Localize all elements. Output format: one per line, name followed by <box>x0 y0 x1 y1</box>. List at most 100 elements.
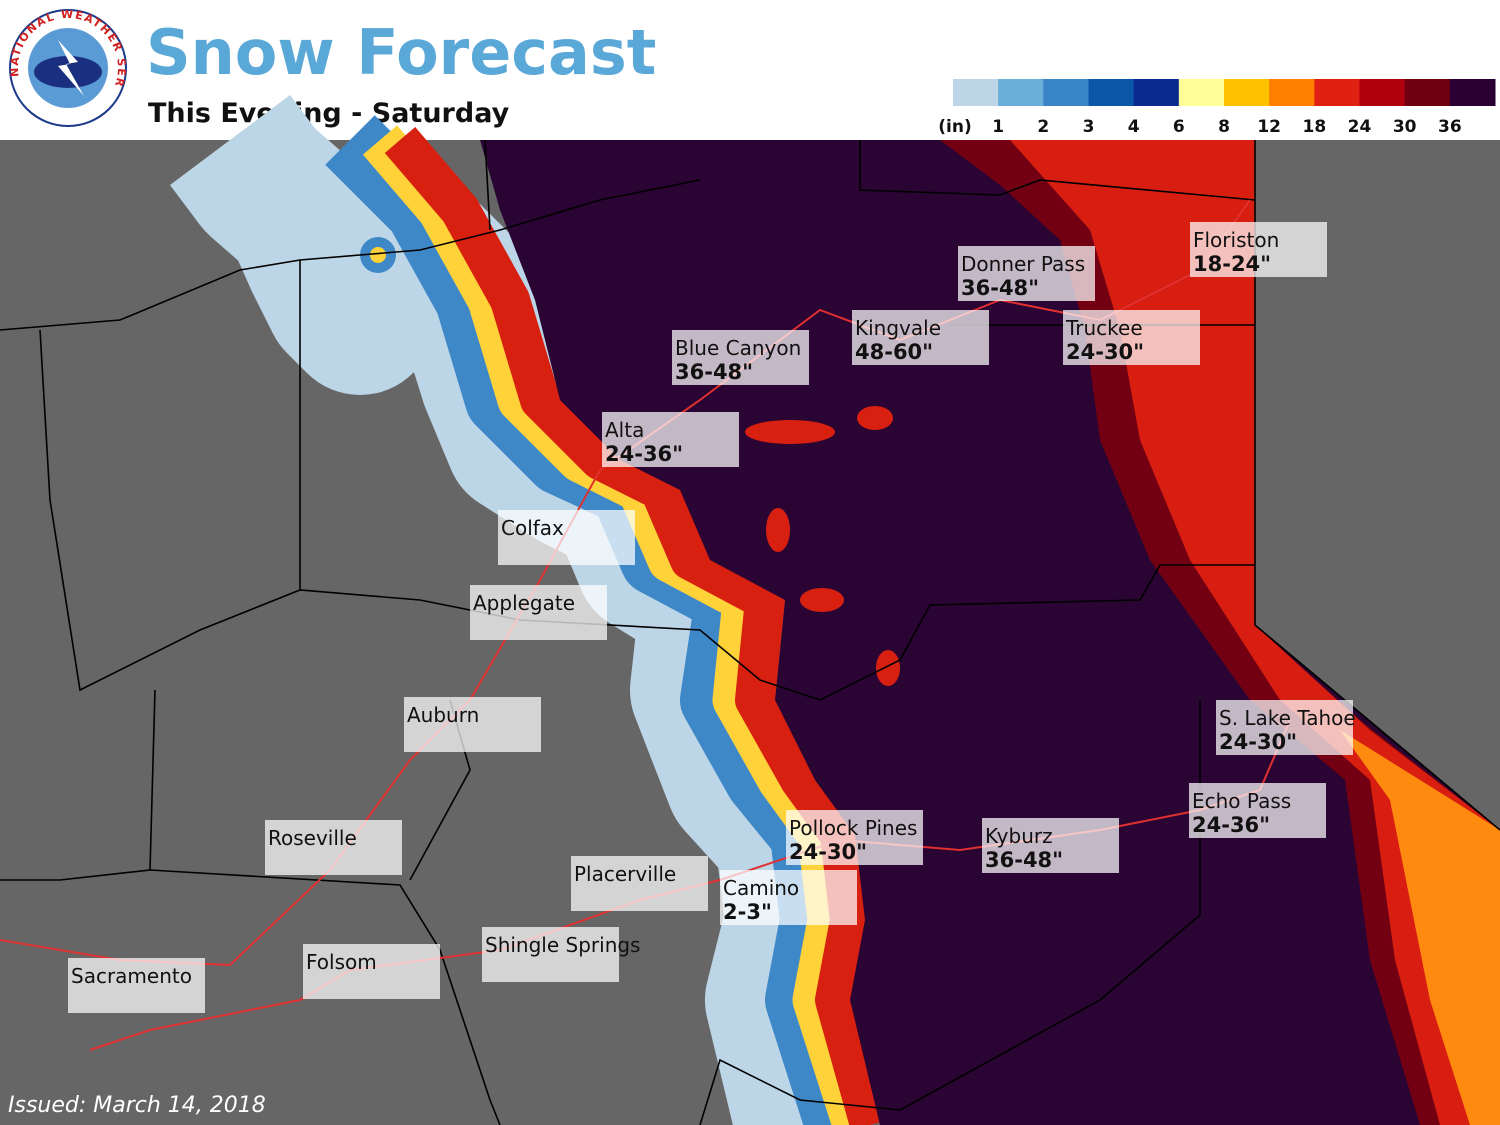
label-box <box>1189 783 1326 838</box>
legend-tick-label: 24 <box>1348 117 1372 137</box>
label-box <box>1216 700 1353 755</box>
label-box <box>602 412 739 467</box>
place-name: Donner Pass <box>961 252 1085 276</box>
place-name: Truckee <box>1065 316 1143 340</box>
label-box <box>958 246 1095 301</box>
label-box <box>404 697 541 752</box>
place-label: Shingle Springs <box>482 927 640 982</box>
place-label: Applegate <box>470 585 607 640</box>
label-box <box>672 330 809 385</box>
county-lines <box>0 139 1500 1125</box>
legend-tick-label: 3 <box>1083 117 1095 137</box>
map-area <box>0 95 1500 1125</box>
legend-swatch <box>1178 79 1225 106</box>
place-name: Alta <box>605 418 644 442</box>
legend-tick-label: 2 <box>1037 117 1049 137</box>
place-name: Kyburz <box>985 824 1053 848</box>
legend-swatch <box>1043 79 1089 106</box>
label-box <box>68 958 205 1013</box>
legend: (in) 1 2 3 4 6 8 12 18 24 30 36 <box>938 79 1496 137</box>
place-name: Sacramento <box>71 964 192 988</box>
snow-spot <box>857 406 893 430</box>
snow-amount: 18-24" <box>1193 252 1271 276</box>
place-name: S. Lake Tahoe <box>1219 706 1356 730</box>
snow-amount: 24-30" <box>789 840 867 864</box>
legend-tick-label: 18 <box>1302 117 1326 137</box>
label-box <box>303 944 440 999</box>
snow-band-darkred <box>940 140 1500 1125</box>
place-name: Pollock Pines <box>789 816 917 840</box>
legend-tick-label: 6 <box>1173 117 1185 137</box>
legend-tick-label: 1 <box>992 117 1004 137</box>
legend-swatch <box>1359 79 1406 106</box>
legend-swatch <box>953 79 999 106</box>
place-label: Sacramento <box>68 958 205 1013</box>
place-name: Auburn <box>407 703 479 727</box>
snow-amount: 36-48" <box>985 848 1063 872</box>
place-name: Blue Canyon <box>675 336 801 360</box>
legend-swatch <box>1133 79 1180 106</box>
label-box <box>1063 310 1200 365</box>
snow-band-red-east <box>1010 140 1500 1125</box>
snow-amount: 2-3" <box>723 900 772 924</box>
label-box <box>265 820 402 875</box>
place-label: Colfax <box>498 510 635 565</box>
title: Snow Forecast <box>146 16 656 89</box>
label-box <box>470 585 607 640</box>
legend-tick-label: 4 <box>1128 117 1140 137</box>
label-box <box>1190 222 1327 277</box>
snow-amount: 24-30" <box>1219 730 1297 754</box>
snow-amount: 24-30" <box>1066 340 1144 364</box>
legend-unit: (in) <box>938 117 971 137</box>
place-label: Folsom <box>303 944 440 999</box>
snow-amount: 36-48" <box>675 360 753 384</box>
legend-swatch <box>1224 79 1270 106</box>
label-box <box>720 870 857 925</box>
legend-tick-label: 36 <box>1438 117 1462 137</box>
label-box <box>482 927 619 982</box>
legend-tick-label: 12 <box>1257 117 1281 137</box>
snow-spot <box>370 247 386 263</box>
place-label: Placerville <box>571 856 708 911</box>
legend-swatch <box>998 79 1044 106</box>
place-name: Roseville <box>268 826 357 850</box>
snow-amount: 24-36" <box>605 442 683 466</box>
legend-swatch <box>1088 79 1135 106</box>
snow-amount: 48-60" <box>855 340 933 364</box>
legend-swatch <box>1314 79 1360 106</box>
place-label: Auburn <box>404 697 541 752</box>
subtitle: This Evening - Saturday <box>148 98 510 129</box>
place-name: Camino <box>723 876 799 900</box>
snow-band-orange <box>1340 730 1500 1125</box>
label-box <box>982 818 1119 873</box>
legend-swatch <box>1449 79 1496 106</box>
label-box <box>852 310 989 365</box>
place-name: Placerville <box>574 862 676 886</box>
place-name: Kingvale <box>855 316 941 340</box>
snow-spot <box>800 588 844 612</box>
place-name: Shingle Springs <box>485 933 640 957</box>
legend-swatch <box>1269 79 1315 106</box>
issued-date: Issued: March 14, 2018 <box>8 1093 266 1118</box>
snow-spot <box>745 420 835 444</box>
header-background <box>0 0 1500 140</box>
snow-spot <box>766 508 790 552</box>
place-label: Roseville <box>265 820 402 875</box>
place-name: Floriston <box>1193 228 1279 252</box>
nevada <box>1255 140 1500 830</box>
label-box <box>786 810 923 865</box>
place-name: Applegate <box>473 591 575 615</box>
label-box <box>571 856 708 911</box>
legend-tick-label: 30 <box>1393 117 1417 137</box>
label-box <box>498 510 635 565</box>
